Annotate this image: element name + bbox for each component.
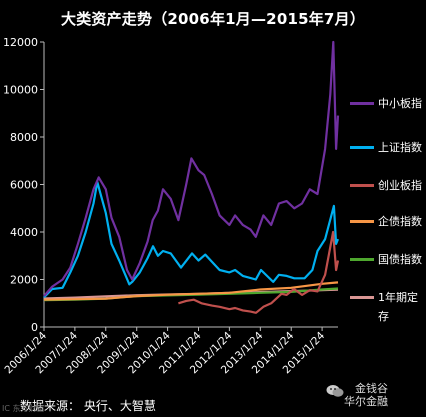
legend-item: 企债指数 — [350, 212, 424, 231]
legend-label: 国债指数 — [378, 253, 422, 266]
y-tick-label: 12000 — [3, 36, 38, 49]
legend-swatch — [350, 184, 374, 187]
wechat-icon — [326, 385, 344, 397]
legend-item: 1年期定存 — [350, 288, 424, 326]
legend-swatch — [350, 102, 374, 105]
data-source: 数据来源： 央行、大智慧 — [20, 399, 156, 413]
x-tick-labels: 2006/1/242007/1/242008/1/242009/1/242010… — [3, 329, 328, 376]
legend-item: 中小板指 — [350, 94, 424, 113]
legend-label: 上证指数 — [378, 141, 422, 154]
legend-swatch — [350, 296, 374, 299]
legend-label: 创业板指 — [378, 179, 422, 192]
y-tick-label: 8000 — [10, 131, 38, 144]
watermark-left: IC 东方财富 — [2, 404, 45, 413]
y-tick-label: 2000 — [10, 274, 38, 287]
chart-title: 大类资产走势（2006年1月—2015年7月） — [61, 10, 365, 28]
y-tick-label: 4000 — [10, 226, 38, 239]
legend-swatch — [350, 220, 374, 223]
chart-axes: 0 2000 4000 6000 8000 10000 12000 — [3, 36, 338, 334]
series-line-2 — [43, 181, 340, 299]
watermark-brand: 金钱谷 华尔金融 — [344, 382, 388, 408]
y-tick-label: 10000 — [3, 84, 38, 97]
legend-swatch — [350, 258, 374, 261]
legend-item: 国债指数 — [350, 250, 424, 269]
series-line-1 — [43, 40, 340, 297]
legend-label: 企债指数 — [378, 215, 422, 228]
y-tick-label: 6000 — [10, 179, 38, 192]
y-tick-label: 0 — [31, 321, 38, 334]
legend-swatch — [350, 146, 374, 149]
series-line-4 — [43, 281, 339, 301]
legend-item: 上证指数 — [350, 138, 424, 157]
series-line-3 — [178, 230, 340, 314]
chart-series — [43, 40, 340, 314]
legend-item: 创业板指 — [350, 176, 424, 195]
legend-label: 中小板指 — [378, 97, 422, 110]
legend-label: 1年期定存 — [378, 291, 418, 323]
